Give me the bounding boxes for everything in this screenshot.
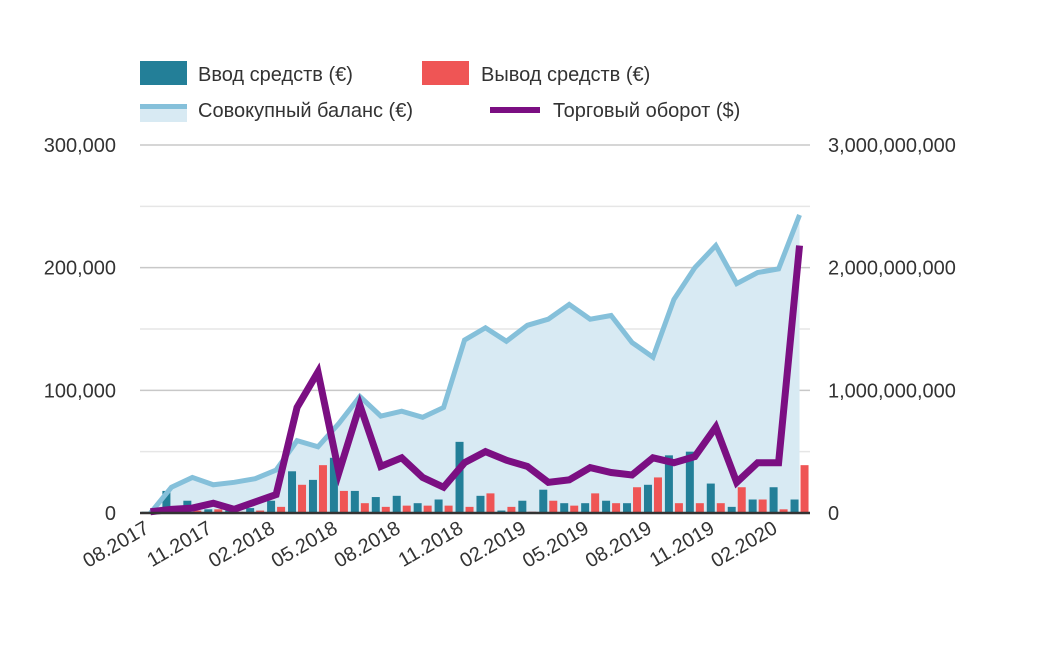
- y-left-tick-label: 300,000: [44, 135, 116, 157]
- x-tick-label: 11.2019: [646, 517, 718, 571]
- withdrawal-bar: [633, 487, 641, 513]
- deposit-bar: [602, 501, 610, 513]
- deposit-bar: [267, 501, 275, 513]
- deposit-bar: [539, 490, 547, 513]
- legend: Ввод средств (€) Вывод средств (€) Совок…: [140, 61, 740, 122]
- withdrawal-bar: [717, 503, 725, 513]
- x-tick-label: 11.2018: [395, 517, 467, 571]
- x-tick-label: 05.2019: [519, 517, 593, 572]
- y-left-tick-label: 0: [105, 503, 116, 525]
- deposit-bar: [644, 485, 652, 513]
- legend-swatch-balance-line: [140, 104, 187, 109]
- x-tick-label: 08.2019: [582, 517, 656, 572]
- legend-label-turnover[interactable]: Торговый оборот ($): [553, 100, 740, 122]
- legend-swatch-deposits: [140, 61, 187, 85]
- withdrawal-bar: [319, 465, 327, 513]
- x-tick-label: 02.2019: [456, 517, 530, 572]
- deposit-bar: [518, 501, 526, 513]
- withdrawal-bar: [340, 491, 348, 513]
- withdrawal-bar: [361, 503, 369, 513]
- withdrawal-bar: [801, 465, 809, 513]
- withdrawal-bar: [759, 500, 767, 513]
- legend-label-deposits[interactable]: Ввод средств (€): [198, 64, 353, 86]
- deposit-bar: [581, 503, 589, 513]
- y-left-tick-label: 200,000: [44, 258, 116, 280]
- x-tick-label: 08.2018: [331, 517, 405, 572]
- deposit-bar: [393, 496, 401, 513]
- deposit-bar: [623, 503, 631, 513]
- deposit-bar: [372, 497, 380, 513]
- x-tick-label: 05.2018: [268, 517, 342, 572]
- y-left-tick-label: 100,000: [44, 380, 116, 402]
- deposit-bar: [560, 503, 568, 513]
- deposit-bar: [707, 484, 715, 513]
- withdrawal-bar: [298, 485, 306, 513]
- withdrawal-bar: [738, 487, 746, 513]
- legend-label-balance[interactable]: Совокупный баланс (€): [198, 100, 413, 122]
- deposit-bar: [476, 496, 484, 513]
- deposit-bar: [309, 480, 317, 513]
- x-tick-label: 08.2017: [79, 517, 153, 572]
- deposit-bar: [351, 491, 359, 513]
- withdrawal-bar: [654, 477, 662, 513]
- y-right-tick-label: 2,000,000,000: [828, 258, 956, 280]
- legend-swatch-withdrawals: [422, 61, 469, 85]
- withdrawal-bar: [549, 501, 557, 513]
- legend-swatch-turnover: [490, 107, 540, 113]
- y-right-tick-label: 3,000,000,000: [828, 135, 956, 157]
- withdrawal-bar: [612, 503, 620, 513]
- withdrawal-bar: [696, 503, 704, 513]
- x-tick-label: 11.2017: [143, 517, 215, 571]
- withdrawal-bar: [486, 493, 494, 513]
- deposit-bar: [749, 500, 757, 513]
- deposit-bar: [288, 471, 296, 513]
- legend-label-withdrawals[interactable]: Вывод средств (€): [481, 64, 650, 86]
- withdrawal-bar: [675, 503, 683, 513]
- withdrawal-bar: [591, 493, 599, 513]
- y-right-tick-label: 0: [828, 503, 839, 525]
- x-tick-label: 02.2018: [205, 517, 279, 572]
- y-right-tick-label: 1,000,000,000: [828, 380, 956, 402]
- x-tick-label: 02.2020: [707, 517, 781, 572]
- deposit-bar: [435, 500, 443, 513]
- deposit-bar: [414, 503, 422, 513]
- deposit-bar: [791, 500, 799, 513]
- deposit-bar: [770, 487, 778, 513]
- deposit-bar: [456, 442, 464, 513]
